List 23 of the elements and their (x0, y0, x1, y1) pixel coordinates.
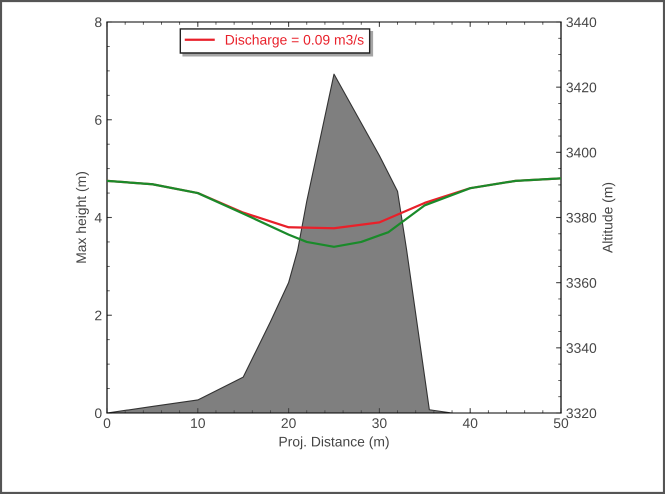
line-series (107, 177, 561, 248)
y-tick-label: 6 (95, 115, 102, 125)
y-tick-label: 8 (95, 17, 102, 28)
y2-tick-label: 3400 (566, 148, 596, 158)
y2-tick-label: 3320 (566, 408, 596, 418)
x-tick-label: 10 (191, 418, 205, 428)
x-tick-label: 20 (282, 418, 296, 428)
y2-tick-label: 3380 (566, 212, 596, 223)
y2-tick-label: 3440 (566, 17, 596, 28)
x-tick-label: 40 (462, 418, 478, 428)
x-tick-label: 30 (372, 418, 387, 428)
x-axis-title: Proj. Distance (m) (280, 436, 389, 450)
y2-axis-title: Altitude (m) (602, 182, 616, 253)
y-tick-label: 0 (94, 408, 102, 418)
y2-tick-label: 3360 (566, 278, 596, 288)
y-axis-title: Max height (m) (76, 172, 89, 263)
y2-tick-label: 3420 (566, 82, 596, 92)
y2-tick-label: 3340 (566, 343, 596, 354)
x-tick-label: 50 (554, 418, 568, 428)
y-tick-label: 4 (94, 212, 102, 223)
y-tick-label: 2 (95, 310, 102, 320)
x-tick-label: 0 (104, 418, 110, 428)
legend-label: Discharge = 0.09 m3/s (226, 34, 364, 48)
